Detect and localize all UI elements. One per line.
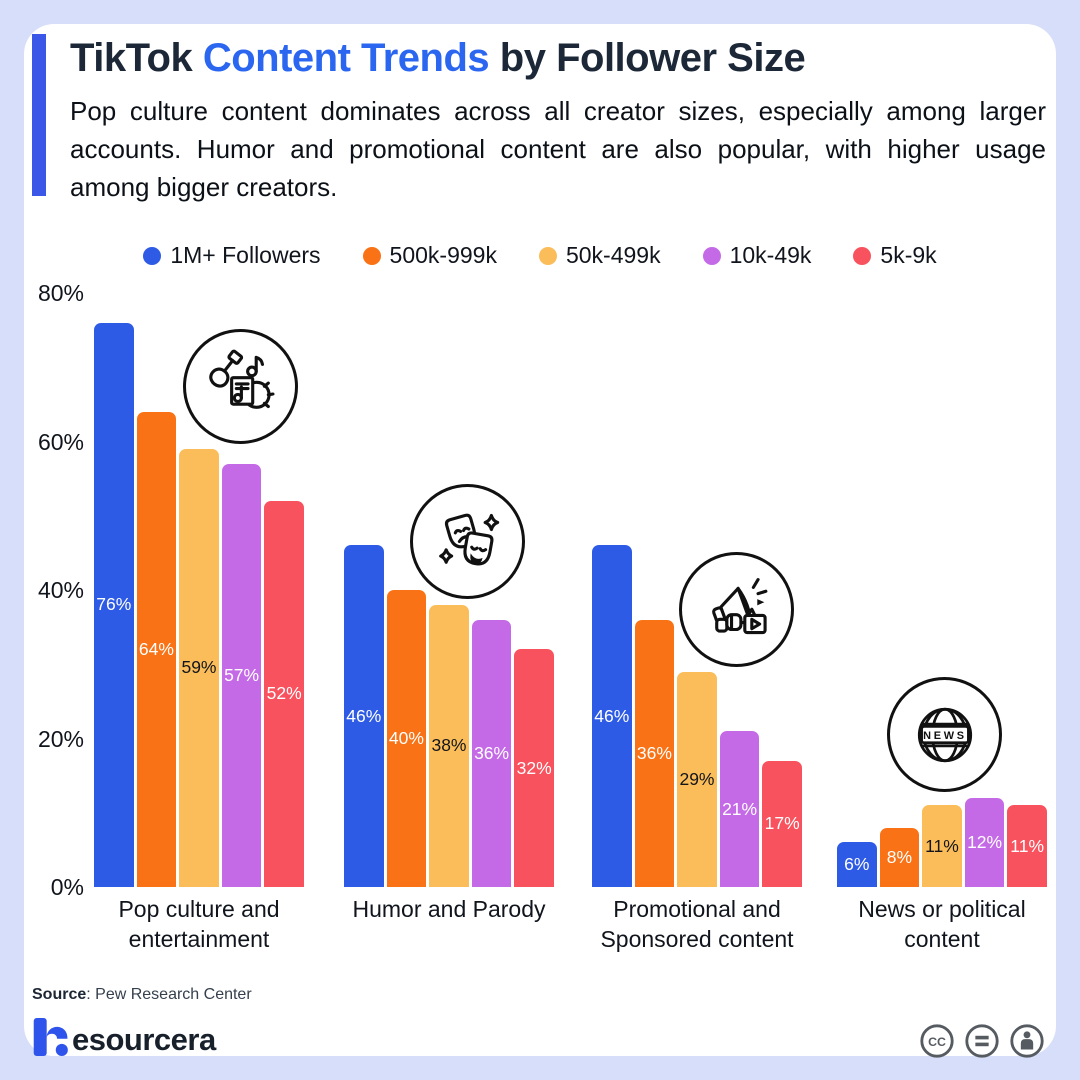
bar-50k-499k: 38% <box>429 604 469 887</box>
bar-value-label: 59% <box>181 657 217 678</box>
guitar-music-icon <box>183 329 298 444</box>
subtitle: Pop culture content dominates across all… <box>70 96 1046 202</box>
card: TikTok Content Trends by Follower Size P… <box>24 24 1056 1058</box>
legend-dot-amber <box>538 246 557 265</box>
bar-5k-9k: 32% <box>514 649 554 887</box>
license-icons: CC <box>918 1022 1046 1065</box>
legend-dot-blue <box>143 246 162 265</box>
person-by-icon <box>1008 1022 1046 1065</box>
bar-group: 76% 64% 59% 57% 52% <box>94 293 304 887</box>
legend-label: 10k-49k <box>729 242 812 268</box>
bar-5k-9k: 17% <box>762 760 802 887</box>
bar-value-label: 64% <box>138 638 174 659</box>
bar-5k-9k: 11% <box>1007 805 1047 887</box>
bar-1M+ Followers: 46% <box>344 545 384 887</box>
equals-nd-icon <box>963 1022 1001 1065</box>
bar-value-label: 29% <box>679 768 715 789</box>
source-value: : Pew Research Center <box>86 986 252 1003</box>
title-accent-bar <box>32 34 46 196</box>
bar-value-label: 57% <box>224 664 260 685</box>
page-title-highlight: Content Trends <box>202 36 490 80</box>
bar-value-label: 40% <box>388 728 424 748</box>
bar-500k-999k: 40% <box>386 590 427 887</box>
bar-value-label: 17% <box>764 813 800 834</box>
legend-item: 500k-999k <box>362 242 497 269</box>
y-axis-tick: 40% <box>37 577 84 603</box>
theater-masks-icon <box>410 484 525 599</box>
legend-dot-orange <box>362 246 381 265</box>
bar-50k-499k: 11% <box>922 805 962 887</box>
bar-value-label: 36% <box>474 742 510 763</box>
bar-500k-999k: 8% <box>879 827 920 887</box>
category-label: Humor and Parody <box>352 896 546 922</box>
bar-10k-49k: 57% <box>221 463 262 887</box>
category-label: Promotional and Sponsored content <box>600 896 794 952</box>
bar-500k-999k: 36% <box>634 619 675 887</box>
bar-value-label: 8% <box>886 846 913 867</box>
y-axis-tick: 60% <box>37 428 84 455</box>
brand-name: esourcera <box>72 1021 216 1057</box>
bar-10k-49k: 21% <box>719 731 760 887</box>
legend: 1M+ Followers 500k-999k 50k-499k 10k-49k 5k-… <box>24 242 1056 269</box>
bar-value-label: 38% <box>431 735 467 756</box>
bar-10k-49k: 36% <box>471 619 512 887</box>
legend-label: 1M+ Followers <box>170 242 321 268</box>
bar-value-label: 52% <box>266 683 302 704</box>
bar-value-label: 11% <box>925 835 959 856</box>
bar-value-label: 36% <box>636 742 672 763</box>
legend-dot-purple <box>702 246 721 265</box>
brand-mark-r-icon <box>32 1016 70 1063</box>
page-title-part1: TikTok <box>70 36 203 80</box>
bar-value-label: 12% <box>967 831 1003 852</box>
legend-item: 5k-9k <box>853 242 937 269</box>
brand-logo: esourcera <box>32 1016 216 1063</box>
bar-1M+ Followers: 6% <box>837 842 877 887</box>
bar-value-label: 6% <box>844 854 870 875</box>
page-title: TikTok Content Trends by Follower Size <box>70 30 806 86</box>
legend-label: 50k-499k <box>565 242 661 268</box>
news-globe-icon: NEWS <box>887 677 1002 792</box>
svg-text:CC: CC <box>928 1035 946 1049</box>
bar-value-label: 21% <box>722 798 758 819</box>
legend-label: 5k-9k <box>880 242 937 268</box>
legend-item: 50k-499k <box>538 242 661 269</box>
bar-value-label: 32% <box>516 757 552 778</box>
bar-500k-999k: 64% <box>136 411 177 887</box>
y-axis-tick: 80% <box>37 280 84 306</box>
source-note: Source: Pew Research Center <box>32 986 252 1004</box>
svg-text:NEWS: NEWS <box>923 729 967 741</box>
legend-item: 1M+ Followers <box>143 242 321 269</box>
y-axis-tick: 20% <box>37 725 84 752</box>
bar-50k-499k: 29% <box>677 671 717 887</box>
bar-50k-499k: 59% <box>179 448 219 887</box>
y-axis-tick: 0% <box>50 874 84 900</box>
bar-10k-49k: 12% <box>964 797 1005 887</box>
bar-value-label: 46% <box>346 705 382 726</box>
source-label: Source <box>32 986 87 1003</box>
category-label: Pop culture and entertainment <box>118 896 280 952</box>
bar-1M+ Followers: 76% <box>94 322 134 887</box>
legend-dot-red <box>853 246 872 265</box>
bar-1M+ Followers: 46% <box>592 545 632 887</box>
bar-group: 6% 8% 11% 12% 11% <box>837 293 1047 887</box>
legend-item: 10k-49k <box>702 242 812 269</box>
cc-icon: CC <box>918 1022 956 1065</box>
bar-value-label: 76% <box>96 594 132 615</box>
legend-label: 500k-999k <box>389 242 497 268</box>
bar-group: 46% 36% 29% 21% 17% <box>592 293 802 887</box>
bar-value-label: 11% <box>1010 835 1045 856</box>
category-label: News or political content <box>858 896 1026 952</box>
megaphone-promo-icon <box>679 552 794 667</box>
bar-5k-9k: 52% <box>264 500 304 887</box>
bar-group: 46% 40% 38% 36% 32% <box>344 293 554 887</box>
bar-value-label: 46% <box>594 705 630 726</box>
page-title-part2: by Follower Size <box>489 36 806 80</box>
